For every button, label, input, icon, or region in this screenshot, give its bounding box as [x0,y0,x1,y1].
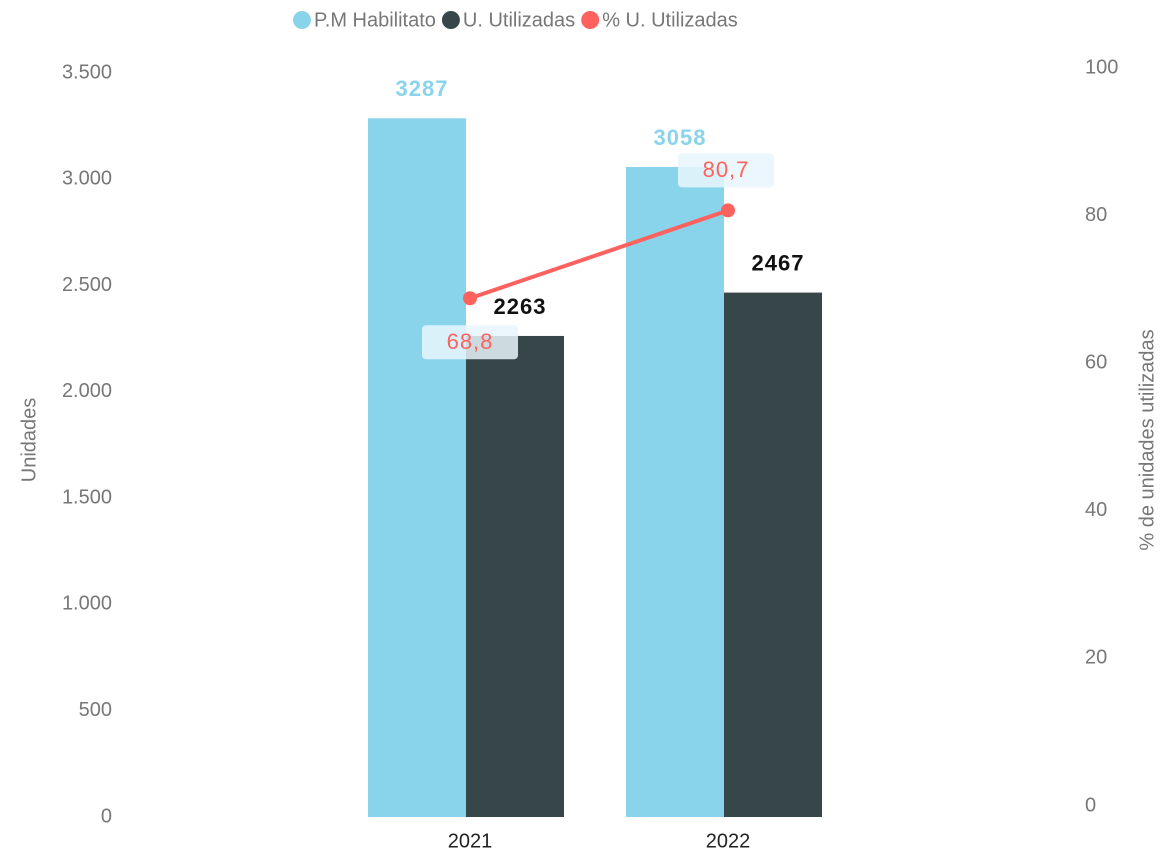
data-label-box [678,153,774,188]
data-label-box [422,325,518,360]
data-label: 68,8 [447,329,494,354]
point [463,291,477,306]
data-label: 3287 [396,76,449,101]
data-label: 80,7 [703,157,750,182]
y-tick-label: 1.000 [62,593,112,615]
point [721,203,735,218]
y2-tick-label: 20 [1085,647,1107,669]
bar [466,335,564,817]
y-tick-label: 500 [79,699,112,721]
y2-tick-label: 40 [1085,499,1107,521]
legend-label: % U. Utilizadas [602,9,738,31]
data-label: 2263 [494,294,547,319]
legend-marker [581,11,600,29]
y-axis-title: Unidades [18,398,40,483]
data-label: 2467 [752,250,805,275]
y-tick-label: 2.500 [62,274,112,296]
legend-label: P.M Habilitato [314,9,436,31]
legend-label: U. Utilizadas [463,9,575,31]
line [469,208,729,301]
x-tick-label: 2022 [706,830,751,852]
data-label: 3058 [654,125,707,150]
y2-tick-label: 0 [1085,794,1096,816]
y2-tick-label: 60 [1085,351,1107,373]
bar [724,292,822,817]
legend-marker [441,11,460,29]
legend-marker [293,11,311,29]
y2-tick-label: 80 [1085,204,1107,226]
y-tick-label: 1.500 [62,486,112,508]
y-tick-label: 3.000 [62,168,112,190]
y-tick-label: 3.500 [62,61,112,83]
y-tick-label: 0 [101,805,112,827]
bar [626,166,724,818]
y2-tick-label: 100 [1085,56,1118,78]
x-tick-label: 2021 [448,830,493,852]
y2-axis-title: % de unidades utilizadas [1136,329,1158,550]
bar [368,118,466,818]
y-tick-label: 2.000 [62,380,112,402]
